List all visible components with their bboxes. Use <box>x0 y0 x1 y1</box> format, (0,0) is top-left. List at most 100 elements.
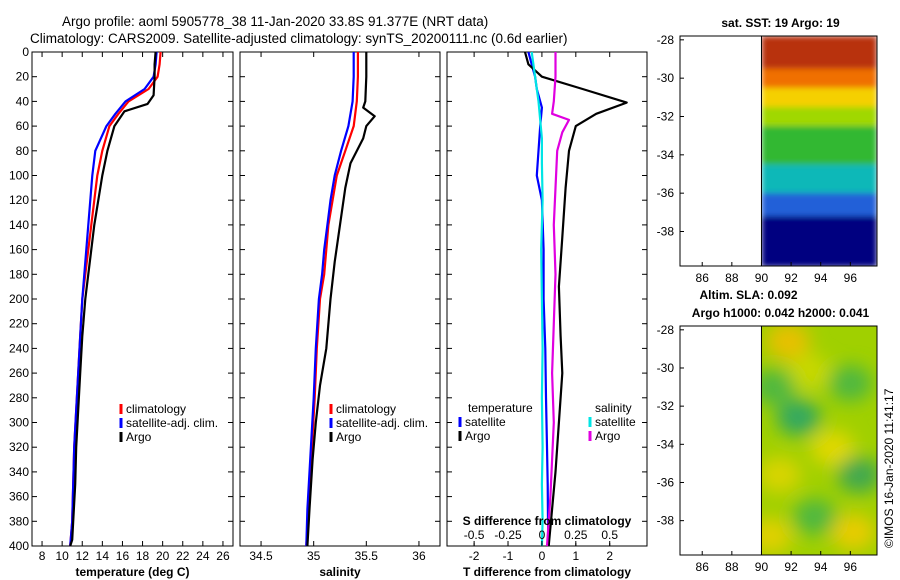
temperature-frame <box>31 51 234 547</box>
sla_map-blob <box>766 326 811 360</box>
temperature-panel: 8 10 12 14 16 18 20 22 24 26020406080100120140160… <box>9 45 234 579</box>
difference-series-salinity-satellite <box>530 51 544 547</box>
sla_map-xtick-label: 88 <box>725 560 739 574</box>
temperature-ytick-label: 400 <box>9 539 29 553</box>
sst_map-band <box>761 216 877 266</box>
sla_map-blob <box>828 365 873 402</box>
temperature-xlabel: temperature (deg C) <box>75 565 189 579</box>
sla_map-ytick-label: -30 <box>657 361 675 375</box>
temperature-ytick-label: 180 <box>9 267 29 281</box>
difference-x2tick-label: -0.25 <box>494 528 522 542</box>
temperature-ytick-label: 220 <box>9 317 29 331</box>
sla_map-blob <box>776 399 821 436</box>
temperature-ytick-label: 40 <box>16 94 30 108</box>
temperature-xtick-label: 22 <box>176 549 190 563</box>
difference-legend-title-temperature: temperature <box>468 401 533 415</box>
sla_map-title: Altim. SLA: 0.092 <box>699 288 797 302</box>
sla_map-xtick-label: 86 <box>696 560 710 574</box>
difference-xlabel2: S difference from climatology <box>463 514 632 528</box>
sla_map-blob <box>761 369 796 406</box>
temperature-series-satellite-adj-clim- <box>69 51 158 547</box>
difference-xtick-label: -2 <box>469 549 480 563</box>
salinity-xtick-label: 36 <box>412 549 426 563</box>
difference-xtick-label: 1 <box>572 549 579 563</box>
sla_map-panel: 86 88 90 92 94 96 -28 -30 -32 -34 -36 -38 Argo h1000… <box>657 288 878 574</box>
temperature-ytick-label: 320 <box>9 440 29 454</box>
temperature-xtick-label: 12 <box>76 549 90 563</box>
difference-x2tick-label: 0.5 <box>601 528 618 542</box>
sst_map-frame <box>679 35 878 267</box>
salinity-legend-label: climatology <box>336 402 396 416</box>
temperature-ytick-label: 240 <box>9 341 29 355</box>
salinity-series-argo <box>306 52 376 547</box>
difference-legend-label: Argo <box>465 429 491 443</box>
sst_map-band <box>761 36 877 70</box>
sla_map-blob <box>761 517 793 554</box>
sla_map-xtick-label: 92 <box>784 560 798 574</box>
sst_map-ytick-label: -28 <box>657 33 675 47</box>
sst_map-ytick-label: -32 <box>657 110 675 124</box>
difference-legend-label: Argo <box>595 429 621 443</box>
temperature-ytick-label: 60 <box>16 119 30 133</box>
sla_map-ytick-label: -28 <box>657 323 675 337</box>
sst_map-band <box>761 106 877 128</box>
salinity-xtick-label: 34.5 <box>249 549 273 563</box>
sla_map-xtick-label: 96 <box>844 560 858 574</box>
sst_map-data <box>761 36 877 266</box>
imos-credit: ©IMOS 16-Jan-2020 11:41:17 <box>882 388 896 548</box>
temperature-xtick-label: 8 <box>39 549 46 563</box>
temperature-ytick-label: 140 <box>9 218 29 232</box>
difference-x2tick-label: -0.5 <box>464 528 485 542</box>
plots-layer: 8 10 12 14 16 18 20 22 24 26020406080100120140160… <box>9 16 878 579</box>
sst_map-ytick-label: -38 <box>657 225 675 239</box>
temperature-ytick-label: 280 <box>9 391 29 405</box>
sst_map-band <box>761 87 877 108</box>
temperature-ytick-label: 80 <box>16 144 30 158</box>
temperature-ytick-label: 300 <box>9 416 29 430</box>
sla_map-ytick-label: -32 <box>657 399 675 413</box>
figure-title-line2: Climatology: CARS2009. Satellite-adjuste… <box>30 31 568 46</box>
sst_map-ytick-label: -30 <box>657 71 675 85</box>
figure-title-line1: Argo profile: aoml 5905778_38 11-Jan-202… <box>62 14 488 29</box>
salinity-xtick-label: 35.5 <box>355 549 379 563</box>
temperature-xtick-label: 10 <box>55 549 69 563</box>
temperature-ytick-label: 160 <box>9 243 29 257</box>
difference-series-temperature-argo <box>523 51 628 547</box>
sst_map-band <box>761 126 877 166</box>
temperature-ytick-label: 260 <box>9 366 29 380</box>
sst_map-title: sat. SST: 19 Argo: 19 <box>721 16 840 30</box>
difference-x2tick-label: 0 <box>539 528 546 542</box>
sla_map-frame <box>679 325 878 556</box>
sla_map-blob <box>786 353 831 390</box>
difference-series-temperature-satellite <box>527 51 550 547</box>
sla_map-xtick-label: 94 <box>814 560 828 574</box>
difference-xlabel: T difference from climatology <box>463 565 631 579</box>
salinity-legend-label: Argo <box>336 430 362 444</box>
sla_map-ytick-label: -36 <box>657 475 675 489</box>
sla_map-blob <box>810 430 855 467</box>
temperature-legend-label: satellite-adj. clim. <box>126 416 218 430</box>
temperature-ytick-label: 200 <box>9 292 29 306</box>
salinity-series-satellite-adj-clim- <box>305 52 355 547</box>
sst_map-xtick-label: 88 <box>725 271 739 285</box>
sst_map-xtick-label: 94 <box>814 271 828 285</box>
salinity-frame <box>239 51 441 547</box>
sla_map-blob <box>792 498 837 535</box>
difference-panel: -2 -1 0 1 2 T difference from climatology temp… <box>446 51 648 579</box>
temperature-ytick-label: 340 <box>9 465 29 479</box>
sla_map-blob <box>761 456 802 493</box>
sst_map-band <box>761 193 877 218</box>
sst_map-band <box>761 68 877 89</box>
temperature-xtick-label: 20 <box>156 549 170 563</box>
sla_map-blob <box>837 456 878 493</box>
difference-x2tick-label: 0.25 <box>564 528 588 542</box>
temperature-legend-label: Argo <box>126 430 152 444</box>
temperature-ytick-label: 0 <box>22 45 29 59</box>
salinity-xlabel: salinity <box>319 565 361 579</box>
difference-legend-label: satellite <box>595 415 636 429</box>
temperature-xtick-label: 26 <box>216 549 230 563</box>
salinity-legend-label: satellite-adj. clim. <box>336 416 428 430</box>
sst_map-xtick-label: 96 <box>844 271 858 285</box>
difference-xtick-label: 0 <box>539 549 546 563</box>
